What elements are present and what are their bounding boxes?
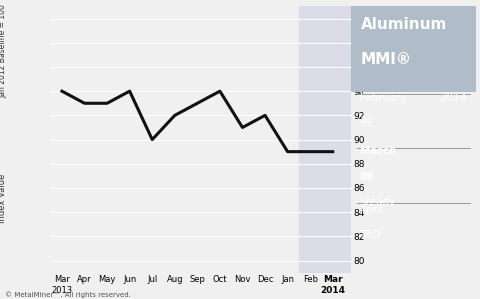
Text: 89: 89: [360, 118, 373, 128]
Text: TBD: TBD: [360, 230, 381, 240]
Text: Jan 2012 Baseline = 100: Jan 2012 Baseline = 100: [0, 4, 7, 98]
Text: Index Value: Index Value: [0, 173, 7, 223]
Text: 2014: 2014: [441, 93, 467, 103]
Text: © MetalMiner™. All rights reserved.: © MetalMiner™. All rights reserved.: [5, 291, 131, 298]
Bar: [351, 7, 476, 92]
Text: Aluminum: Aluminum: [361, 17, 447, 32]
Text: April: April: [360, 205, 384, 215]
Text: 89: 89: [360, 172, 374, 181]
Text: MMI®: MMI®: [361, 52, 412, 67]
Text: February: February: [360, 93, 406, 103]
Text: March: March: [360, 146, 396, 156]
Text: Steady: Steady: [360, 197, 396, 207]
Bar: [299, 7, 351, 273]
